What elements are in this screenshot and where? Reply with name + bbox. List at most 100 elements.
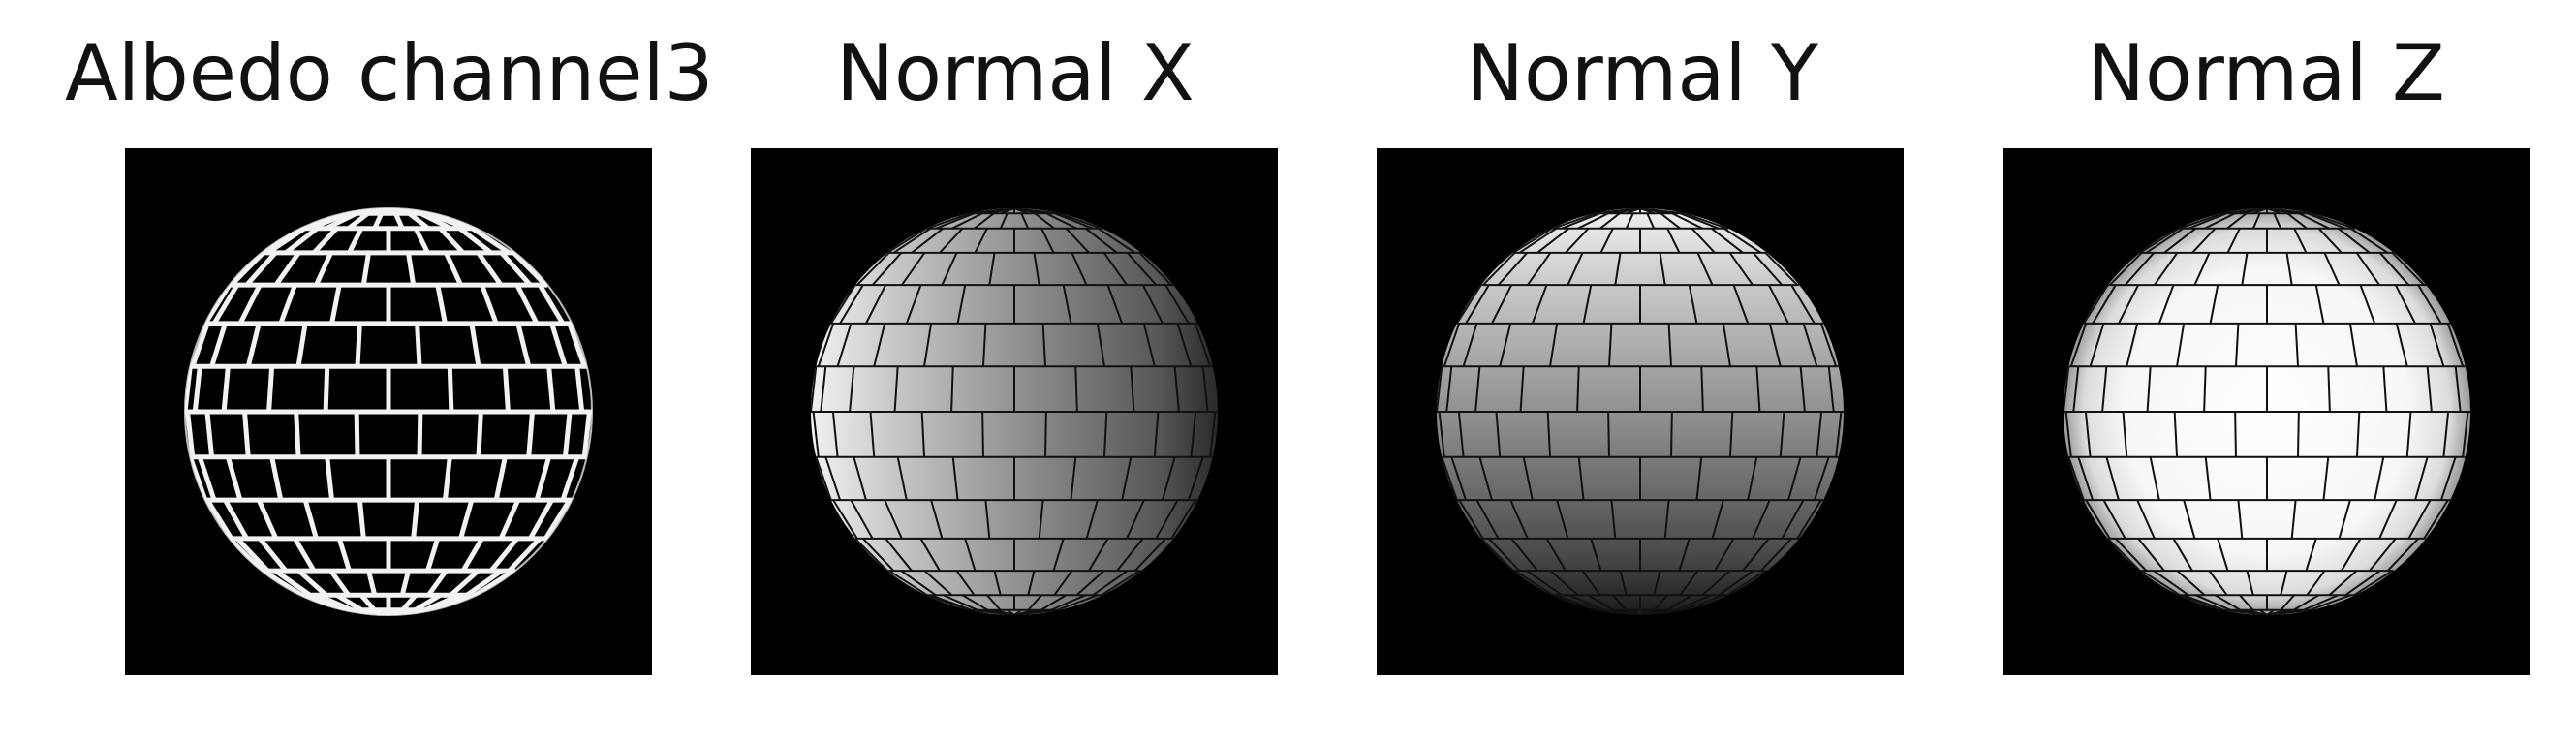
mortar-joint-line — [2082, 284, 2109, 325]
mortar-joint-line — [2126, 323, 2139, 367]
mortar-joint-line — [2350, 227, 2389, 254]
mortar-joint-line — [1465, 284, 1490, 325]
mortar-joint-line — [1755, 366, 1761, 413]
mortar-joint-line — [2374, 456, 2385, 501]
mortar-joint-line — [2426, 366, 2433, 413]
mortar-joint-line — [316, 592, 354, 613]
mortar-joint-line — [986, 594, 1002, 611]
mortar-joint-line — [190, 323, 210, 368]
mortar-joint-line — [1723, 227, 1762, 254]
mortar-joint-line — [2355, 411, 2361, 457]
mortar-joint-line — [493, 456, 508, 501]
mortar-joint-line — [1162, 456, 1176, 501]
mortar-joint-line — [911, 228, 944, 254]
mortar-joint-line — [2303, 594, 2340, 611]
mortar-joint-line — [2310, 594, 2352, 611]
mortar-joint-line — [2172, 538, 2193, 572]
mortar-joint-line — [1478, 456, 1493, 501]
mortar-joint-line — [2273, 212, 2282, 230]
mortar-joint-line — [1176, 323, 1193, 367]
mortar-joint-line — [425, 538, 441, 572]
mortar-joint-line — [1142, 323, 1156, 367]
panel-normal-y: Normal Y — [1332, 0, 1952, 745]
mortar-joint-line — [204, 411, 215, 457]
panel-normal-z: Normal Z — [1956, 0, 2576, 745]
mortar-joint-line — [849, 366, 855, 413]
mortar-joint-line — [278, 284, 297, 325]
mortar-joint-line — [1497, 252, 1529, 286]
mortar-joint-line — [930, 499, 944, 540]
mortar-joint-line — [1062, 284, 1072, 325]
panel-title: Normal Z — [2087, 28, 2445, 118]
mortar-joint-line — [242, 411, 251, 457]
mortar-joint-line — [423, 592, 461, 613]
mortar-joint-line — [1499, 323, 1512, 367]
mortar-joint-line — [831, 411, 839, 457]
mortar-joint-line — [1587, 594, 1615, 611]
mortar-joint-line — [1455, 284, 1482, 325]
mortar-joint-line — [2149, 456, 2160, 501]
mortar-joint-line — [988, 252, 996, 286]
mortar-joint-line — [2293, 228, 2308, 254]
mortar-joint-line — [2252, 208, 2268, 215]
mortar-joint-line — [1619, 608, 1641, 615]
mortar-joint-line — [476, 251, 504, 287]
mortar-joint-line — [1599, 228, 1614, 254]
mortar-joint-line — [366, 570, 378, 596]
mortar-joint-line — [202, 283, 232, 326]
mortar-joint-line — [209, 323, 228, 368]
mortar-joint-line — [458, 499, 475, 540]
mortar-joint-line — [2124, 252, 2156, 286]
mortar-joint-line — [2145, 227, 2184, 254]
mortar-joint-line — [2107, 538, 2141, 572]
mortar-joint-line — [1711, 499, 1724, 540]
mortar-joint-line — [2234, 323, 2240, 367]
mortar-joint-line — [1700, 366, 1704, 413]
mortar-joint-line — [2327, 366, 2331, 413]
mortar-joint-line — [293, 537, 317, 573]
mortar-joint-line — [414, 593, 442, 612]
mortar-joint-line — [2085, 499, 2111, 540]
mortar-joint-line — [956, 284, 967, 325]
mortar-joint-line — [458, 226, 493, 255]
mortar-joint-line — [1450, 456, 1468, 501]
mortar-joint-line — [853, 456, 867, 501]
mortar-joint-line — [498, 499, 521, 540]
mortar-joint-line — [1038, 500, 1044, 540]
mortar-joint-line — [1590, 538, 1602, 572]
mortar-joint-line — [1474, 366, 1481, 413]
mortar-joint-line — [2407, 499, 2432, 540]
mortar-joint-line — [1567, 252, 1584, 286]
mortar-joint-line — [873, 323, 886, 367]
mortar-joint-line — [1576, 366, 1580, 413]
mortar-joint-line — [514, 283, 540, 326]
mortar-joint-line — [1555, 594, 1598, 611]
mortar-joint-line — [1581, 570, 1601, 596]
mortar-joint-line — [1701, 570, 1731, 596]
mortar-joint-line — [380, 607, 390, 615]
panel-title: Albedo channel3 — [65, 28, 714, 118]
normal-z-sphere-image — [2003, 148, 2530, 675]
mortar-joint-line — [574, 366, 585, 413]
mortar-joint-line — [1660, 212, 1681, 230]
mortar-joint-line — [1679, 570, 1699, 596]
mortar-joint-line — [2203, 366, 2207, 413]
mortar-joint-line — [901, 252, 926, 286]
mortar-joint-line — [2234, 411, 2237, 457]
mortar-joint-line — [1106, 284, 1124, 325]
mortar-joint-line — [2259, 608, 2268, 615]
mortar-joint-line — [2298, 212, 2330, 230]
mortar-joint-line — [1153, 411, 1160, 457]
mortar-joint-line — [295, 323, 308, 367]
mortar-joint-line — [347, 227, 364, 254]
mortar-joint-line — [862, 538, 895, 572]
mortar-joint-line — [2338, 499, 2351, 540]
mortar-joint-line — [465, 569, 504, 598]
mortar-joint-line — [824, 456, 842, 501]
mortar-joint-line — [211, 283, 239, 326]
mortar-joint-line — [2182, 594, 2224, 611]
mortar-joint-line — [2323, 252, 2341, 286]
mortar-joint-line — [2105, 456, 2120, 501]
mortar-joint-line — [512, 251, 547, 287]
mortar-joint-line — [325, 456, 335, 501]
